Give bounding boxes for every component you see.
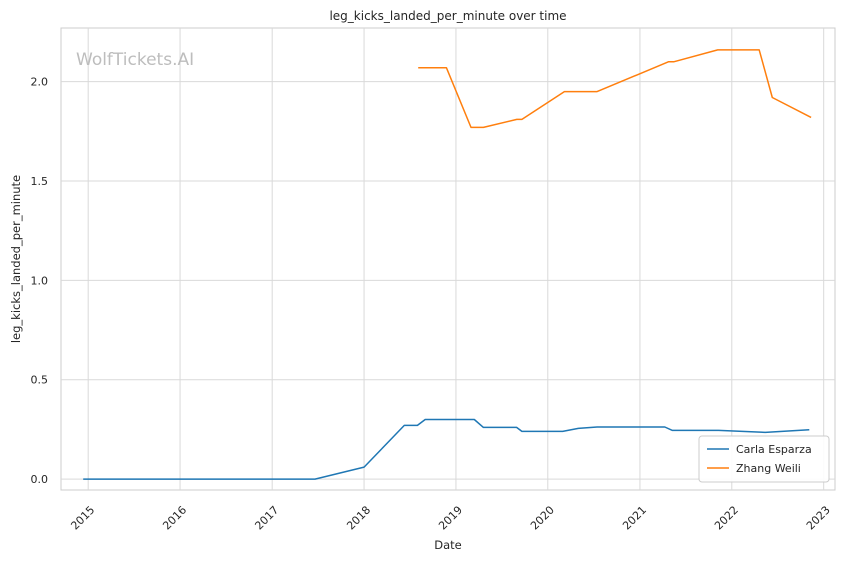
x-tick-label: 2017 xyxy=(252,504,281,533)
x-tick-label: 2015 xyxy=(68,504,97,533)
legend: Carla Esparza Zhang Weili xyxy=(698,435,830,483)
series-line-zhang-weili xyxy=(418,49,812,129)
x-tick-label: 2018 xyxy=(344,504,373,533)
y-tick-label: 1.5 xyxy=(31,175,49,188)
series-line-carla-esparza xyxy=(83,418,810,480)
y-tick-labels: 0.0 0.5 1.0 1.5 2.0 xyxy=(31,76,49,486)
y-tick-label: 0.5 xyxy=(31,374,49,387)
x-axis-label: Date xyxy=(434,538,462,552)
x-tick-label: 2021 xyxy=(620,504,649,533)
chart-title: leg_kicks_landed_per_minute over time xyxy=(329,9,566,23)
x-tick-label: 2020 xyxy=(528,504,557,533)
y-tick-label: 1.0 xyxy=(31,274,49,287)
y-tick-label: 0.0 xyxy=(31,473,49,486)
legend-box xyxy=(698,435,830,483)
legend-label: Zhang Weili xyxy=(736,462,801,475)
x-tick-labels: 2015 2016 2017 2018 2019 2020 2021 2022 2023 xyxy=(68,504,832,533)
x-tick-label: 2016 xyxy=(160,504,189,533)
plot-area xyxy=(60,27,836,491)
series-lines xyxy=(83,49,812,480)
x-tick-label: 2023 xyxy=(804,504,833,533)
watermark: WolfTickets.AI xyxy=(76,50,194,70)
legend-label: Carla Esparza xyxy=(736,443,812,456)
y-tick-label: 2.0 xyxy=(31,76,49,89)
y-axis-label: leg_kicks_landed_per_minute xyxy=(9,175,23,343)
x-tick-label: 2019 xyxy=(436,504,465,533)
x-tick-label: 2022 xyxy=(712,504,741,533)
